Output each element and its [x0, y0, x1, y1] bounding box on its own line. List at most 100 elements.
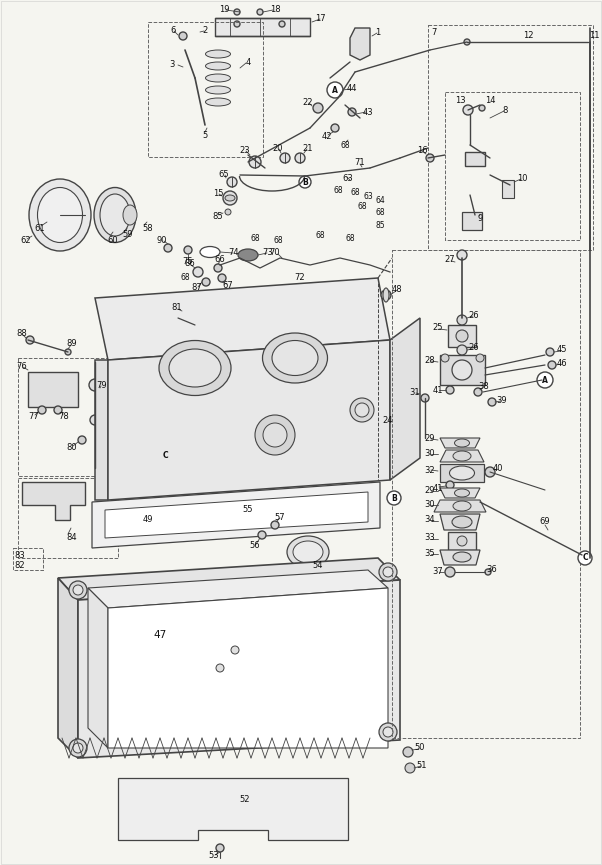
Circle shape	[179, 32, 187, 40]
Circle shape	[379, 563, 397, 581]
Polygon shape	[58, 558, 400, 600]
Ellipse shape	[225, 195, 235, 201]
Text: 37: 37	[433, 567, 444, 576]
Text: 22: 22	[303, 98, 313, 106]
Circle shape	[78, 436, 86, 444]
Circle shape	[350, 398, 374, 422]
Polygon shape	[215, 18, 310, 36]
Text: 85: 85	[213, 212, 223, 221]
Text: 29: 29	[425, 433, 435, 443]
Ellipse shape	[205, 50, 231, 58]
Bar	[448, 325, 476, 347]
Circle shape	[234, 21, 240, 27]
Text: 11: 11	[589, 30, 599, 40]
Ellipse shape	[200, 247, 220, 258]
Polygon shape	[440, 488, 480, 498]
Circle shape	[193, 267, 203, 277]
Text: 83: 83	[14, 550, 25, 560]
Text: 63: 63	[343, 174, 353, 183]
Bar	[18, 478, 118, 558]
Text: 79: 79	[97, 381, 107, 389]
Text: 52: 52	[240, 796, 250, 804]
Ellipse shape	[123, 205, 137, 225]
Text: 31: 31	[410, 388, 420, 396]
Circle shape	[223, 191, 237, 205]
Text: 51: 51	[417, 760, 427, 770]
Bar	[148, 22, 263, 157]
Circle shape	[457, 315, 467, 325]
Bar	[502, 180, 514, 198]
Text: 64: 64	[375, 195, 385, 204]
Text: 20: 20	[273, 144, 284, 152]
Text: 12: 12	[523, 30, 533, 40]
Circle shape	[225, 209, 231, 215]
Text: 70: 70	[270, 247, 281, 257]
Circle shape	[89, 379, 101, 391]
Ellipse shape	[238, 249, 258, 261]
Text: 80: 80	[67, 443, 77, 452]
Polygon shape	[88, 570, 388, 608]
Ellipse shape	[37, 188, 82, 242]
Text: 2: 2	[202, 25, 208, 35]
Text: 65: 65	[219, 170, 229, 178]
Text: B: B	[391, 494, 397, 503]
Ellipse shape	[455, 439, 470, 447]
Circle shape	[457, 250, 467, 260]
Bar	[462, 212, 482, 230]
Ellipse shape	[100, 194, 130, 236]
Circle shape	[295, 153, 305, 163]
Text: A: A	[542, 375, 548, 385]
Text: C: C	[582, 554, 588, 562]
Circle shape	[452, 360, 472, 380]
Text: 59: 59	[123, 229, 133, 239]
Text: 29: 29	[425, 485, 435, 495]
Text: 62: 62	[20, 235, 31, 245]
Text: 26: 26	[469, 311, 479, 319]
Text: 36: 36	[486, 566, 497, 574]
Ellipse shape	[29, 179, 91, 251]
Text: 78: 78	[58, 412, 69, 420]
Text: B: B	[302, 177, 308, 187]
Circle shape	[90, 415, 100, 425]
Circle shape	[446, 481, 454, 489]
Circle shape	[488, 398, 496, 406]
Text: 27: 27	[445, 255, 455, 265]
Circle shape	[441, 354, 449, 362]
Circle shape	[548, 361, 556, 369]
Bar	[445, 92, 580, 240]
Circle shape	[379, 723, 397, 741]
Circle shape	[457, 345, 467, 355]
Circle shape	[249, 156, 261, 168]
Polygon shape	[95, 278, 390, 360]
Text: 35: 35	[424, 548, 435, 558]
Polygon shape	[440, 450, 484, 462]
Bar	[13, 548, 43, 570]
Circle shape	[313, 103, 323, 113]
Polygon shape	[88, 588, 108, 748]
Ellipse shape	[262, 333, 327, 383]
Text: 41: 41	[433, 386, 443, 394]
Text: 6: 6	[170, 25, 176, 35]
Text: 68: 68	[375, 208, 385, 216]
Ellipse shape	[287, 536, 329, 568]
Circle shape	[69, 581, 87, 599]
Text: 54: 54	[313, 561, 323, 569]
Circle shape	[227, 177, 237, 187]
Ellipse shape	[453, 451, 471, 461]
Text: 44: 44	[347, 84, 357, 93]
Circle shape	[445, 567, 455, 577]
Text: 74: 74	[229, 247, 240, 257]
Text: 10: 10	[517, 174, 527, 183]
Text: 9: 9	[477, 214, 483, 222]
Text: 47: 47	[154, 630, 167, 640]
Circle shape	[546, 348, 554, 356]
Text: 8: 8	[502, 106, 507, 114]
Text: 38: 38	[479, 381, 489, 390]
Polygon shape	[440, 438, 480, 448]
Circle shape	[69, 739, 87, 757]
Circle shape	[537, 372, 553, 388]
Text: 88: 88	[17, 330, 27, 338]
Circle shape	[73, 585, 83, 595]
Bar	[392, 250, 580, 738]
Polygon shape	[95, 360, 108, 500]
